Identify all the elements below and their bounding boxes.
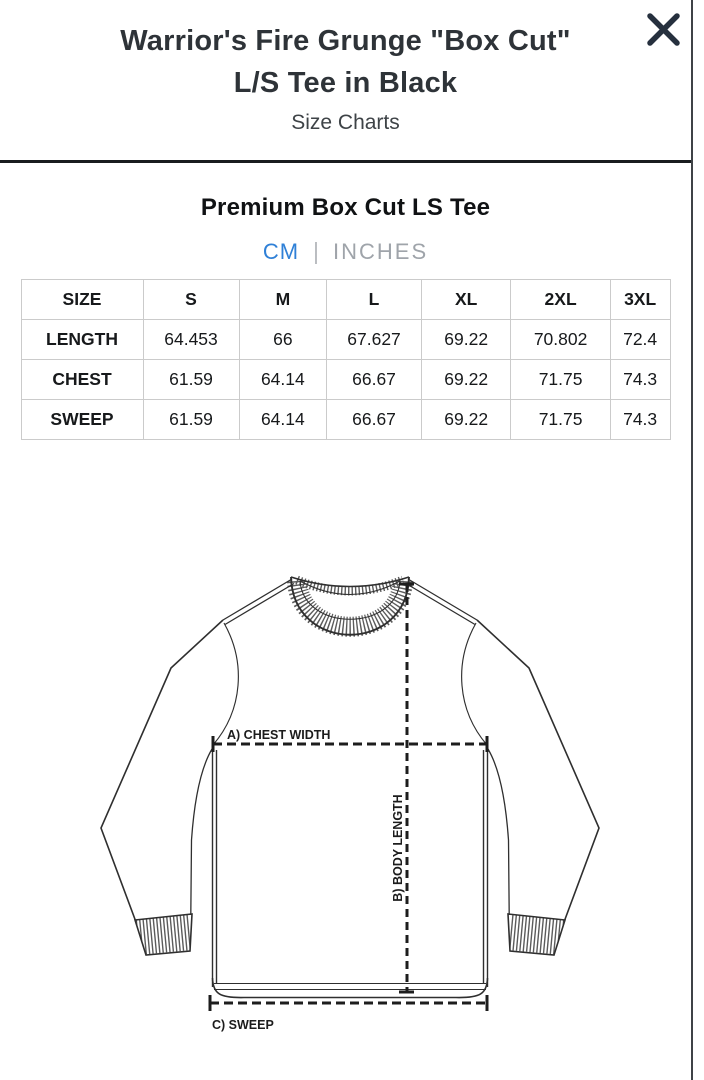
measurement-value: 72.4 [609, 319, 671, 361]
measurement-value: 69.22 [420, 359, 512, 401]
measurement-lines [208, 582, 489, 1011]
size-table: SIZE S M L XL 2XL 3XL LENGTH 64.453 66 67.627 69.2… [20, 279, 671, 441]
size-header-xl: XL [420, 279, 512, 321]
table-row-length: LENGTH 64.453 66 67.627 69.22 70.802 72.4 [20, 319, 671, 361]
table-row-sweep: SWEEP 61.59 64.14 66.67 69.22 71.75 74.3 [20, 399, 671, 441]
measurement-value: 74.3 [609, 399, 671, 441]
unit-toggle: CM | INCHES [0, 238, 691, 265]
measurement-value: 71.75 [510, 359, 611, 401]
modal-header: Warrior's Fire Grunge "Box Cut" L/S Tee … [0, 0, 691, 135]
measurement-value: 66.67 [326, 399, 422, 441]
unit-option-inches[interactable]: INCHES [333, 238, 429, 264]
page-title-line1: Warrior's Fire Grunge "Box Cut" [120, 25, 571, 57]
measurement-value: 66 [238, 319, 328, 361]
chest-width-label: A) CHEST WIDTH [227, 728, 330, 742]
measurement-value: 64.14 [238, 399, 328, 441]
close-button[interactable] [644, 10, 684, 50]
size-header-s: S [142, 279, 240, 321]
unit-option-cm[interactable]: CM [262, 238, 300, 264]
body-length-label: B) BODY LENGTH [391, 794, 405, 901]
size-header-m: M [238, 279, 328, 321]
sweep-label: C) SWEEP [212, 1018, 274, 1032]
row-label: SWEEP [20, 399, 144, 441]
measurement-value: 67.627 [326, 319, 422, 361]
measurement-value: 70.802 [510, 319, 611, 361]
measurement-value: 64.14 [238, 359, 328, 401]
measurement-value: 74.3 [609, 359, 671, 401]
measurement-value: 61.59 [142, 399, 240, 441]
unit-separator: | [313, 238, 320, 265]
size-table-header-row: SIZE S M L XL 2XL 3XL [20, 279, 671, 321]
left-cuff-ribbing [135, 914, 192, 955]
table-row-chest: CHEST 61.59 64.14 66.67 69.22 71.75 74.3 [20, 359, 671, 401]
row-label: CHEST [20, 359, 144, 401]
size-header-3xl: 3XL [609, 279, 671, 321]
page-title: Warrior's Fire Grunge "Box Cut" L/S Tee … [0, 20, 691, 104]
chart-title: Premium Box Cut LS Tee [200, 194, 491, 222]
modal-subtitle: Size Charts [291, 111, 400, 135]
size-header-l: L [326, 279, 422, 321]
close-icon [647, 13, 680, 46]
measurement-value: 69.22 [420, 399, 512, 441]
collar-ribbing [287, 575, 413, 637]
shirt-outline [100, 576, 600, 999]
row-label: LENGTH [20, 319, 144, 361]
header-divider [0, 160, 691, 164]
size-column-header: SIZE [20, 279, 144, 321]
right-cuff-ribbing [508, 914, 565, 955]
measurement-value: 71.75 [510, 399, 611, 441]
measurement-value: 61.59 [142, 359, 240, 401]
shirt-line-art: A) CHEST WIDTH B) BODY LENGTH C) SWEEP [100, 575, 600, 1032]
measurement-value: 64.453 [142, 319, 240, 361]
measurement-value: 69.22 [420, 319, 512, 361]
page-title-line2: L/S Tee in Black [233, 67, 458, 100]
measurement-value: 66.67 [326, 359, 422, 401]
size-header-2xl: 2XL [510, 279, 611, 321]
shirt-diagram: A) CHEST WIDTH B) BODY LENGTH C) SWEEP [0, 550, 704, 1080]
